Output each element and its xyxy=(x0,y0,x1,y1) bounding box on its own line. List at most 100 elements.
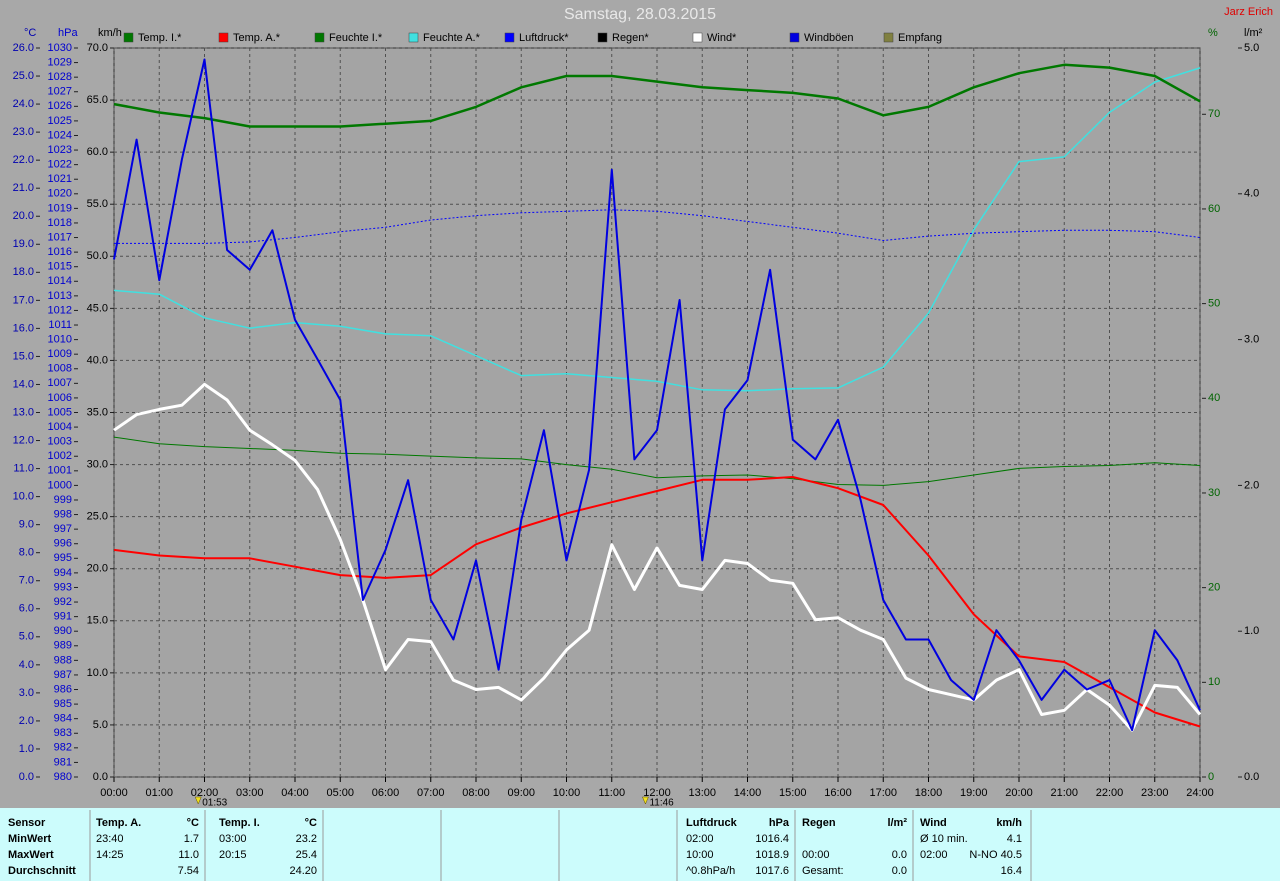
x-tick-label: 05:00 xyxy=(326,787,354,799)
y-tick-label: 1026 xyxy=(48,100,72,112)
y-tick-label: 1.0 xyxy=(19,743,34,755)
y-tick-label: 3.0 xyxy=(1244,334,1259,346)
axis-unit: °C xyxy=(24,27,36,39)
y-tick-label: 1014 xyxy=(48,275,72,287)
y-tick-label: 1002 xyxy=(48,450,72,462)
y-tick-label: 1028 xyxy=(48,71,72,83)
y-tick-label: 45.0 xyxy=(87,302,108,314)
y-tick-label: 11.0 xyxy=(13,462,34,474)
y-tick-label: 4.0 xyxy=(1244,188,1259,200)
y-tick-label: 997 xyxy=(54,523,72,535)
panel-header: Temp. A. xyxy=(96,817,141,829)
legend-label: Wind* xyxy=(707,32,737,44)
panel-unit: hPa xyxy=(769,817,790,829)
y-tick-label: 5.0 xyxy=(1244,42,1259,54)
y-tick-label: 70 xyxy=(1208,108,1220,120)
y-tick-label: 7.0 xyxy=(19,575,34,587)
x-tick-label: 04:00 xyxy=(281,787,309,799)
series-line xyxy=(113,58,1201,732)
y-tick-label: 30 xyxy=(1208,487,1220,499)
y-tick-label: 0 xyxy=(1208,771,1214,783)
cell-value: 0.0 xyxy=(892,849,907,861)
y-tick-label: 21.0 xyxy=(13,182,34,194)
y-tick-label: 1009 xyxy=(48,348,72,360)
y-tick-label: 1020 xyxy=(48,188,72,200)
panel-unit: l/m² xyxy=(887,817,907,829)
y-tick-label: 2.0 xyxy=(19,715,34,727)
y-tick-label: 10 xyxy=(1208,676,1220,688)
axis-unit: hPa xyxy=(58,27,78,39)
y-tick-label: 1006 xyxy=(48,392,72,404)
y-tick-label: 12.0 xyxy=(13,434,34,446)
table-background xyxy=(0,808,1280,881)
legend-label: Feuchte A.* xyxy=(423,32,481,44)
y-tick-label: 992 xyxy=(54,596,72,608)
y-tick-label: 65.0 xyxy=(87,94,108,106)
series-line xyxy=(113,382,1202,732)
y-tick-label: 25.0 xyxy=(13,70,34,82)
cell-value: 1017.6 xyxy=(755,865,789,877)
x-tick-label: 12:00 xyxy=(643,787,671,799)
y-tick-label: 1030 xyxy=(48,42,72,54)
x-tick-label: 23:00 xyxy=(1141,787,1169,799)
x-tick-label: 16:00 xyxy=(824,787,852,799)
y-tick-label: 20.0 xyxy=(13,210,34,222)
x-tick-label: 11:00 xyxy=(598,787,625,799)
row-label: MinWert xyxy=(8,833,52,845)
y-tick-label: 1016 xyxy=(48,246,72,258)
y-tick-label: 10.0 xyxy=(87,667,108,679)
y-tick-label: 988 xyxy=(54,654,72,666)
y-tick-label: 2.0 xyxy=(1244,479,1259,491)
y-tick-label: 1024 xyxy=(48,129,72,141)
y-tick-label: 987 xyxy=(54,669,72,681)
y-tick-label: 1027 xyxy=(48,86,72,98)
legend-label: Windböen xyxy=(804,32,854,44)
y-tick-label: 9.0 xyxy=(19,519,34,531)
y-tick-label: 1017 xyxy=(48,231,72,243)
x-tick-label: 18:00 xyxy=(915,787,943,799)
annotation-icon xyxy=(194,796,202,805)
chart-title: Samstag, 28.03.2015 xyxy=(564,6,716,23)
cell-value: 24.20 xyxy=(289,865,317,877)
cell-time: ^0.8hPa/h xyxy=(686,865,735,877)
y-tick-label: 35.0 xyxy=(87,406,108,418)
series-line xyxy=(113,476,1201,728)
x-tick-label: 17:00 xyxy=(869,787,897,799)
x-tick-label: 09:00 xyxy=(507,787,535,799)
y-tick-label: 8.0 xyxy=(19,547,34,559)
y-tick-label: 6.0 xyxy=(19,603,34,615)
y-tick-label: 16.0 xyxy=(13,322,34,334)
y-tick-label: 1008 xyxy=(48,363,72,375)
row-label: MaxWert xyxy=(8,849,54,861)
y-tick-label: 19.0 xyxy=(13,238,34,250)
y-tick-label: 986 xyxy=(54,683,72,695)
cell-value: 1.7 xyxy=(184,833,199,845)
y-tick-label: 5.0 xyxy=(19,631,34,643)
y-tick-label: 1.0 xyxy=(1244,625,1259,637)
y-tick-label: 1019 xyxy=(48,202,72,214)
series-line xyxy=(113,63,1201,128)
y-tick-label: 991 xyxy=(54,611,72,623)
cell-value: 7.54 xyxy=(178,865,199,877)
y-tick-label: 0.0 xyxy=(1244,771,1259,783)
cell-value: 25.4 xyxy=(296,849,317,861)
y-tick-label: 0.0 xyxy=(19,771,34,783)
cell-value: 1018.9 xyxy=(755,849,789,861)
y-tick-label: 980 xyxy=(54,771,72,783)
row-label: Sensor xyxy=(8,817,46,829)
annotation-label: 11:46 xyxy=(649,798,674,809)
y-tick-label: 1021 xyxy=(48,173,72,185)
y-tick-label: 1015 xyxy=(48,261,72,273)
panel-header: Luftdruck xyxy=(686,817,738,829)
y-tick-label: 1001 xyxy=(48,465,72,477)
y-tick-label: 60 xyxy=(1208,203,1220,215)
legend-swatch xyxy=(883,32,894,43)
cell-time: 03:00 xyxy=(219,833,247,845)
y-tick-label: 17.0 xyxy=(13,294,34,306)
legend-swatch xyxy=(597,32,608,43)
panel-unit: °C xyxy=(305,817,317,829)
y-tick-label: 20.0 xyxy=(87,563,108,575)
legend-label: Regen* xyxy=(612,32,649,44)
y-tick-label: 24.0 xyxy=(13,98,34,110)
